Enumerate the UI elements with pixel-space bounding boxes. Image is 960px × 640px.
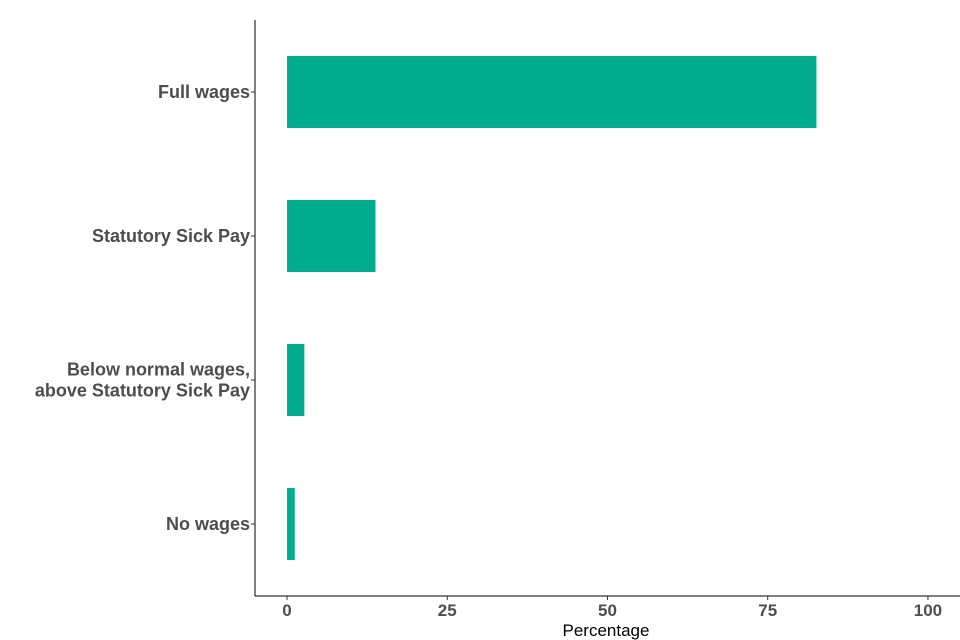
x-axis — [255, 595, 960, 600]
y-tick-labels: Full wages Statutory Sick Pay Below normal… — [35, 82, 250, 534]
y-label-line: Statutory Sick Pay — [92, 226, 250, 246]
y-axis — [251, 20, 256, 596]
x-tick-labels: 0 25 50 75 100 — [282, 601, 942, 620]
y-label-3: No wages — [166, 514, 250, 534]
bars-group — [287, 56, 817, 560]
bar-1 — [287, 200, 376, 272]
y-label-0: Full wages — [158, 82, 250, 102]
x-tick-label-2: 50 — [598, 601, 617, 620]
x-tick-label-0: 0 — [282, 601, 291, 620]
bar-2 — [287, 344, 305, 416]
y-label-line: above Statutory Sick Pay — [35, 381, 250, 401]
y-label-line: Below normal wages, — [67, 360, 250, 380]
bar-3 — [287, 488, 295, 560]
bar-0 — [287, 56, 817, 128]
y-label-2: Below normal wages, above Statutory Sick … — [35, 360, 250, 401]
x-axis-title: Percentage — [563, 621, 650, 640]
x-tick-label-3: 75 — [758, 601, 777, 620]
y-label-1: Statutory Sick Pay — [92, 226, 250, 246]
y-label-line: Full wages — [158, 82, 250, 102]
x-tick-label-4: 100 — [914, 601, 942, 620]
x-tick-label-1: 25 — [438, 601, 457, 620]
y-label-line: No wages — [166, 514, 250, 534]
